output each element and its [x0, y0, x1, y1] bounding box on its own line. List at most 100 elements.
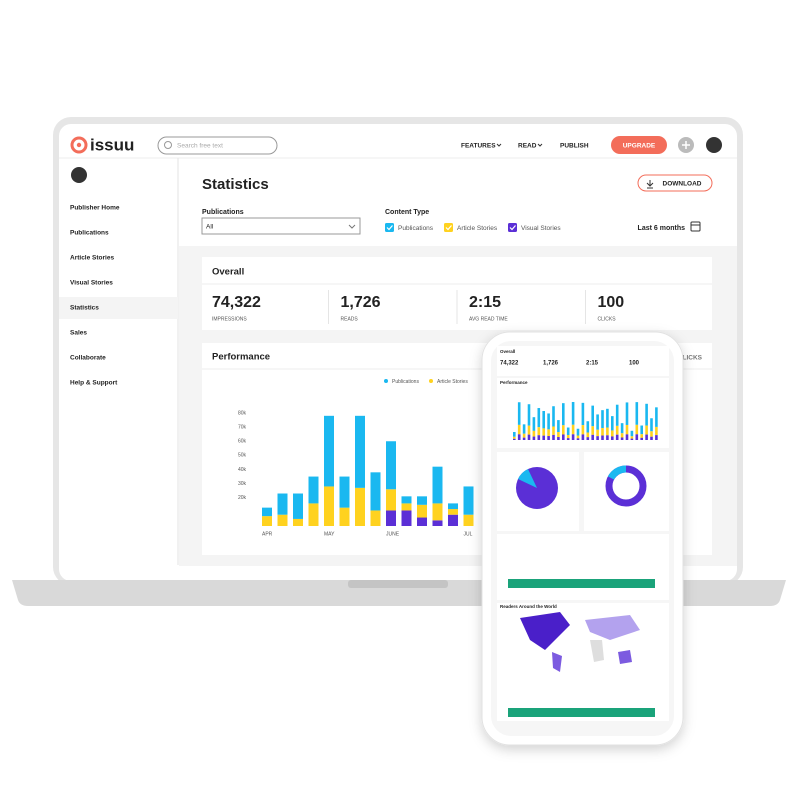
bar-segment [262, 516, 272, 526]
phone-pie-slice [518, 469, 537, 488]
legend-label: Article Stories [437, 379, 468, 385]
legend-label: Publications [392, 379, 419, 385]
checkbox[interactable] [385, 223, 394, 232]
phone-mini-bar [625, 434, 629, 440]
phone-mini-bar [630, 436, 634, 439]
phone-mini-bar [645, 434, 648, 440]
download-button[interactable] [637, 174, 713, 192]
page-title: Statistics [202, 176, 269, 193]
phone-mini-bar [655, 407, 658, 427]
phone-mini-bar [557, 420, 560, 433]
upgrade-button[interactable] [611, 136, 667, 154]
metric-label: READS [341, 316, 359, 322]
bar-segment [448, 509, 458, 515]
phone-upgrade-bar[interactable] [508, 579, 655, 588]
phone-mini-bar [566, 438, 570, 440]
bar-segment [417, 504, 427, 518]
phone-mini-bar [645, 403, 648, 426]
bar-segment [308, 503, 319, 526]
avatar[interactable] [706, 137, 722, 153]
search-icon [164, 141, 172, 149]
phone-mini-bar [513, 432, 516, 437]
content-types: Publications Article Stories Visual Storie… [385, 223, 561, 232]
bar-segment [386, 441, 396, 490]
nav-item[interactable]: READ [518, 143, 537, 150]
y-tick-label: 20k [238, 495, 247, 501]
sidebar-item[interactable]: Collaborate [70, 355, 106, 362]
bar-segment [386, 489, 396, 511]
sidebar-item[interactable]: Article Stories [70, 255, 114, 262]
publications-select[interactable] [201, 217, 361, 235]
sidebar-item[interactable]: Help & Support [70, 380, 118, 387]
nav-item[interactable]: FEATURES [461, 143, 496, 150]
phone-upgrade-bar[interactable] [508, 708, 655, 717]
bar-segment [324, 415, 334, 487]
search-box[interactable] [157, 136, 278, 155]
phone-mini-bar [606, 408, 609, 428]
laptop-notch [348, 580, 448, 588]
metrics: 74,322 IMPRESSIONS 1,726 READS 2:15 AVG READ … [212, 290, 624, 324]
phone-mini-bar [611, 430, 614, 437]
sidebar-item[interactable]: Publications [70, 230, 109, 237]
x-tick-label: APR [262, 531, 273, 537]
phone-mini-bar [655, 435, 658, 440]
phone-mini-bar [542, 411, 545, 429]
phone-mini-bar [552, 406, 555, 427]
y-tick-label: 70k [238, 424, 247, 430]
phone-mini-bar [566, 427, 570, 436]
checkbox[interactable] [444, 223, 453, 232]
phone-mini-bar [542, 428, 545, 436]
phone-mini-bar [522, 437, 526, 440]
legend-dot [429, 379, 433, 383]
sidebar-item[interactable]: Statistics [70, 305, 99, 312]
phone-metric-value: 74,322 [500, 361, 519, 367]
phone-mini-bar [527, 434, 531, 440]
phone-mini-bar [513, 438, 516, 440]
x-tick-label: JUNE [386, 531, 400, 537]
sidebar-item[interactable]: Publisher Home [70, 205, 120, 212]
phone-mini-bar [601, 435, 604, 440]
phone-mini-bar [571, 402, 575, 425]
sidebar-avatar [71, 167, 87, 183]
sidebar: Publisher Home Publications Article Storie… [59, 158, 179, 565]
search-placeholder: Search free text [177, 143, 223, 150]
phone-mini-bar [625, 402, 629, 425]
phone-mini-bar [532, 430, 536, 437]
phone-mini-bar [537, 427, 541, 436]
phone-mini-bar [591, 405, 594, 427]
phone-mini-bar [562, 403, 565, 426]
phone-mini-bar [562, 434, 565, 440]
phone-mini-bar [620, 437, 624, 440]
map-region [585, 615, 640, 640]
download-icon [646, 180, 654, 189]
phone-mini-bar [576, 438, 580, 440]
checkbox[interactable] [508, 223, 517, 232]
phone-mini-bar [586, 421, 590, 433]
bar-segment [293, 518, 303, 526]
metric-value: 1,726 [341, 294, 381, 311]
publications-label: Publications [202, 209, 244, 216]
phone-mini-bar [581, 434, 585, 440]
performance-title: Performance [212, 352, 270, 363]
sidebar-item[interactable]: Sales [70, 330, 87, 337]
add-icon [682, 141, 690, 149]
nav-item[interactable]: PUBLISH [560, 143, 589, 150]
bar-segment [417, 517, 427, 526]
metric-label: CLICKS [598, 316, 617, 322]
overall-title: Overall [212, 267, 244, 278]
y-tick-label: 80k [238, 410, 247, 416]
phone-mini-bar [552, 426, 555, 435]
bar-segment [401, 503, 412, 511]
performance-chart: 20k 30k 40k 50k 60k 70k 80k Publications Article… [238, 379, 474, 537]
phone-mini-bar [586, 437, 590, 440]
period: Last 6 months [638, 225, 686, 232]
phone-mini-bar [601, 428, 604, 436]
sidebar-item[interactable]: Visual Stories [70, 280, 113, 287]
phone-mini-bar [532, 436, 536, 440]
bar-segment [432, 466, 443, 504]
phone-mini-bar [562, 425, 565, 435]
calendar-icon[interactable] [690, 221, 701, 232]
clicks-tab[interactable]: CLICKS [678, 355, 703, 362]
